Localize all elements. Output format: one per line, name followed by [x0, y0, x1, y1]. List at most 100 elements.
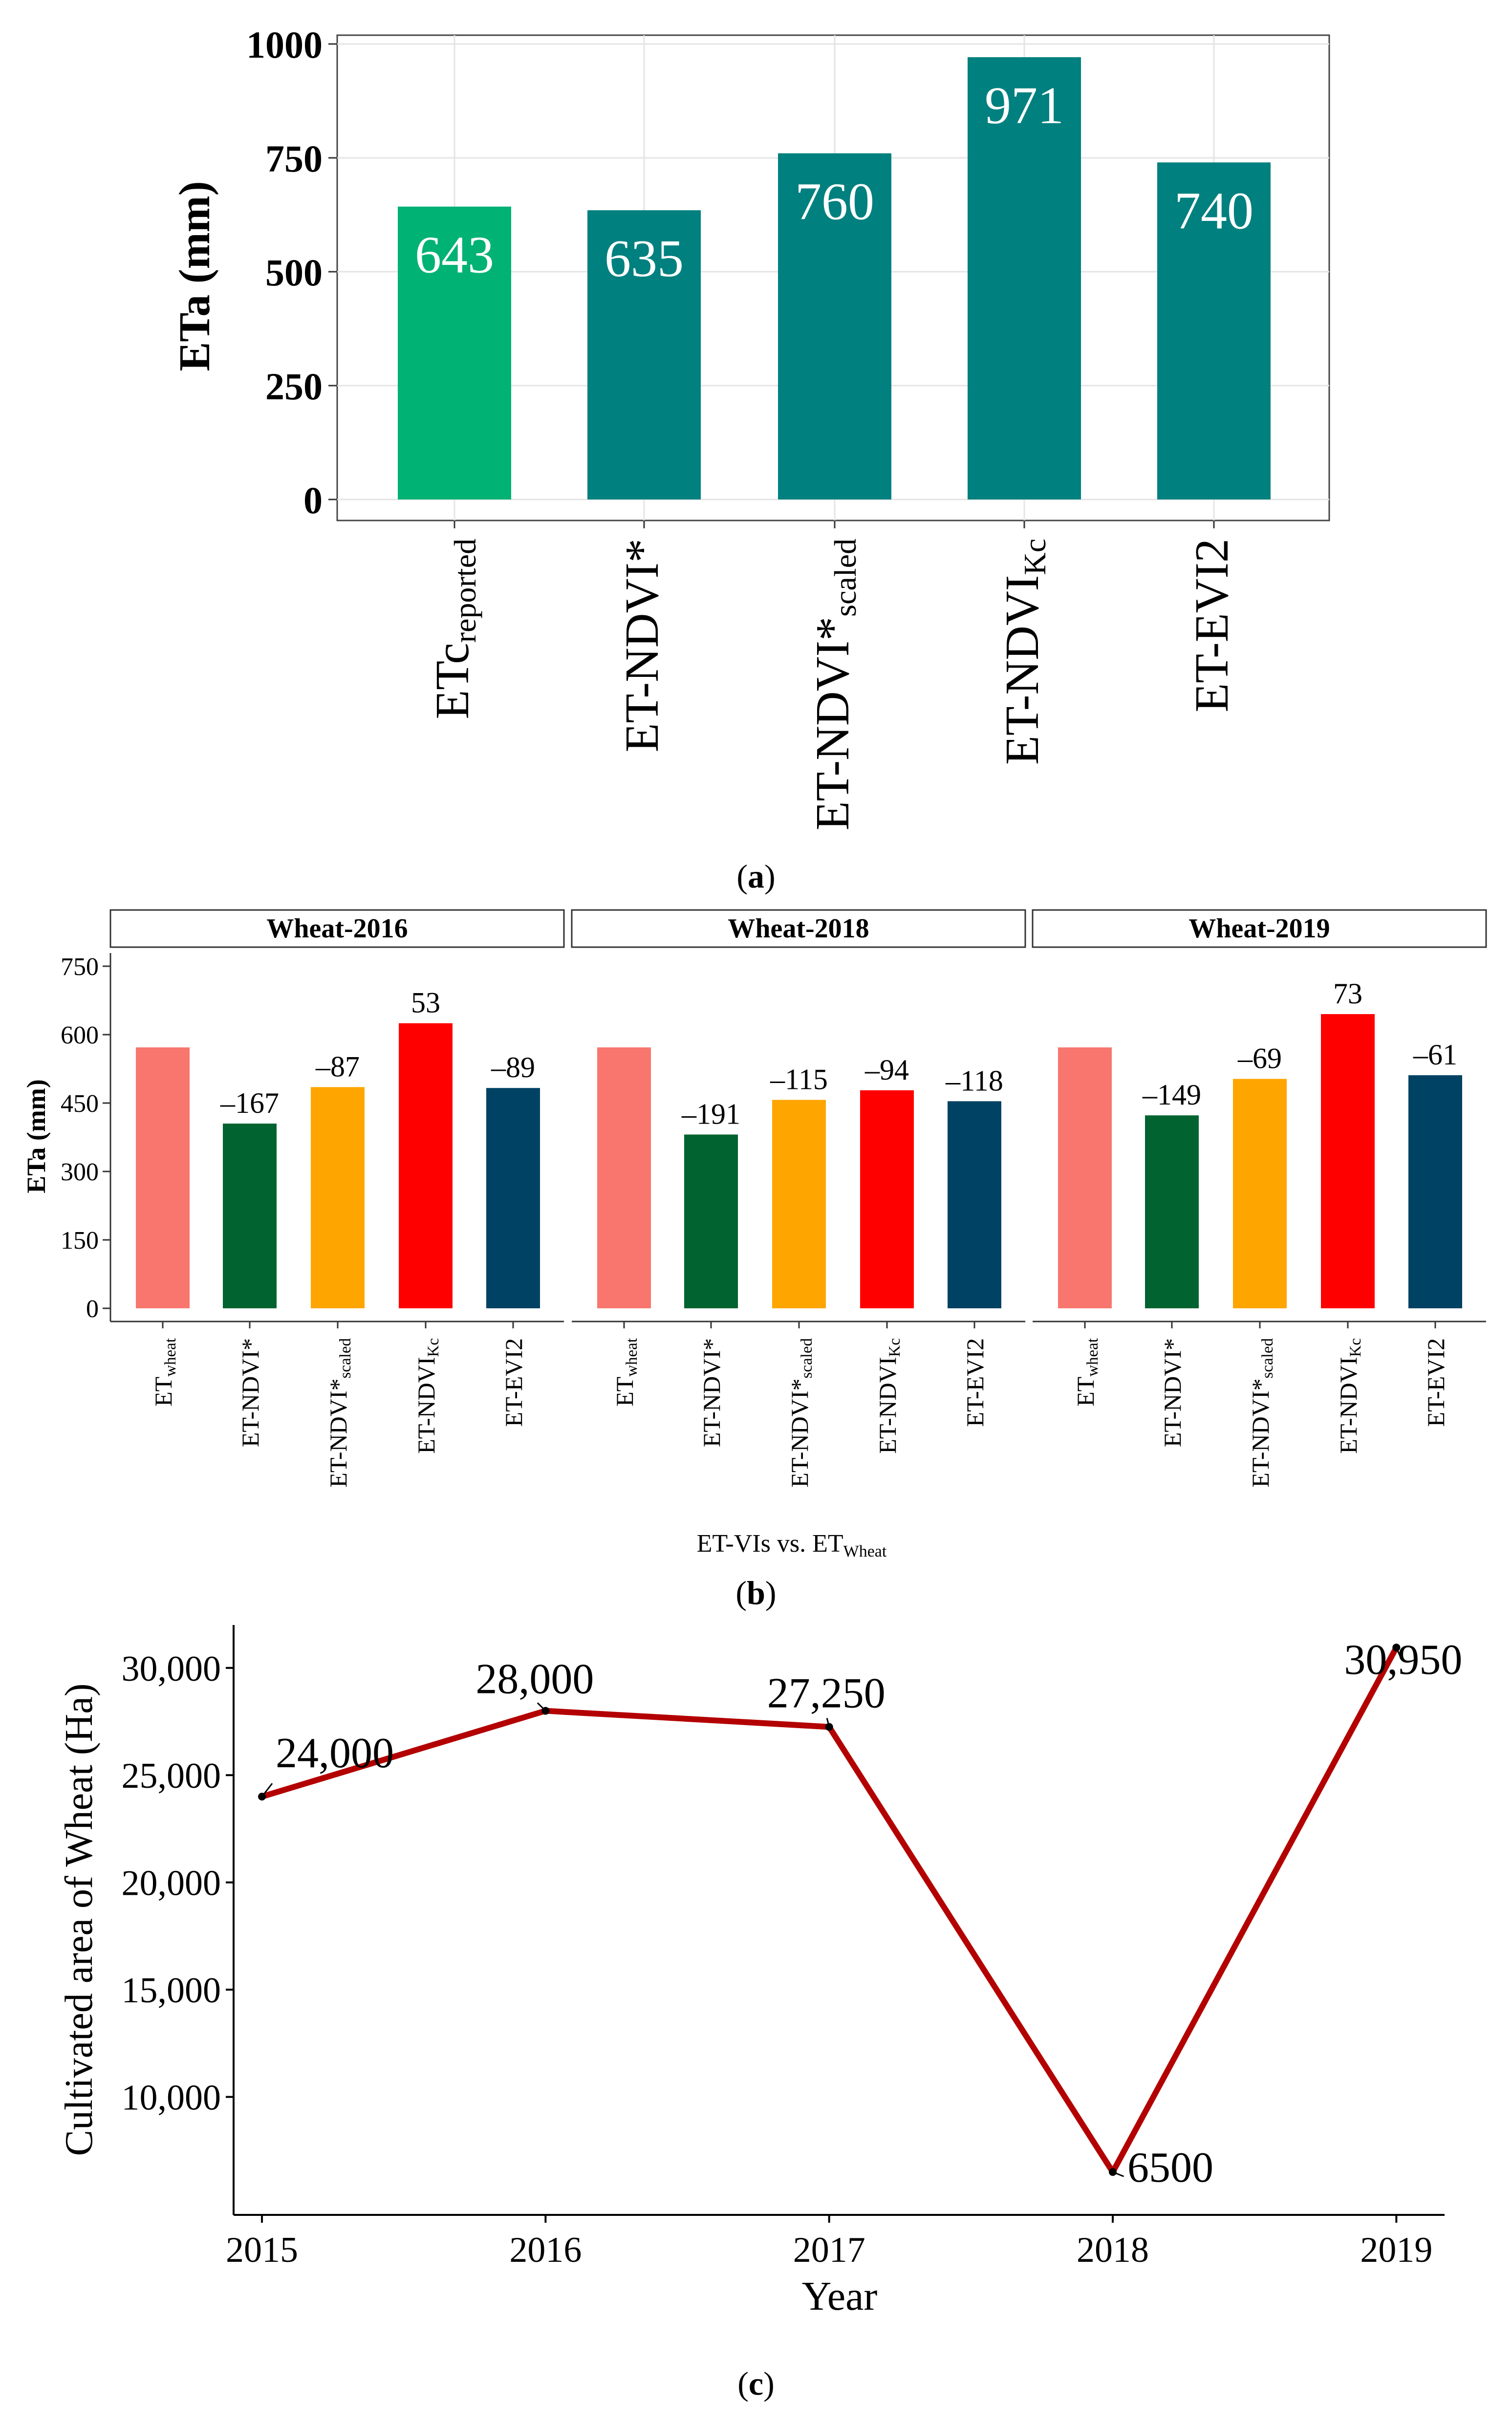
bar-2-3 [1321, 1014, 1375, 1308]
x-tick-label-0-3: ET-NDVIKc [412, 1338, 442, 1454]
facet-strip-0 [109, 909, 565, 948]
data-label-0: 24,000 [276, 1730, 394, 1777]
x-tick-label-0-2-sub: scaled [337, 1338, 354, 1379]
x-tick-label-0-3-sub: Kc [425, 1338, 442, 1357]
x-axis-title-sub: Wheat [843, 1542, 887, 1560]
y-tick-label: 750 [61, 953, 99, 981]
bar-1-3 [860, 1090, 914, 1308]
data-label-0-3: 53 [411, 987, 440, 1019]
x-tick-label-2-3-sub: Kc [1347, 1338, 1364, 1357]
x-tick-label-1-0-sub: wheat [623, 1338, 641, 1377]
panel-label-open: ( [736, 858, 748, 895]
x-tick-label: 2016 [509, 2230, 582, 2270]
bar-1-0 [597, 1047, 651, 1308]
y-axis-title: ETa (mm) [22, 1079, 51, 1193]
y-tick-label: 25,000 [122, 1756, 221, 1796]
y-axis-title: Cultivated area of Wheat (Ha) [58, 1684, 101, 2156]
y-tick-label: 600 [61, 1021, 99, 1049]
panel-label-a: (a) [736, 858, 775, 895]
bar-2-2 [1233, 1079, 1287, 1308]
y-tick-label: 30,000 [122, 1649, 221, 1689]
x-tick-label-2: ET-NDVI*scaled [806, 539, 863, 830]
x-tick-label-2-4-main: ET-EVI2 [1422, 1338, 1449, 1427]
data-label-2-4: –61 [1413, 1039, 1457, 1071]
x-tick-label-0-main: ETc [426, 643, 479, 719]
leader-line-3 [1112, 2171, 1124, 2177]
bar-2-1 [1145, 1115, 1199, 1308]
data-label-2-2: –69 [1237, 1042, 1282, 1075]
data-label-2-3: 73 [1333, 977, 1362, 1010]
bar-0-4 [486, 1088, 540, 1308]
bar-3 [968, 57, 1081, 499]
x-tick-label-1-3: ET-NDVIKc [874, 1338, 904, 1454]
facet-title-0: Wheat-2016 [266, 913, 408, 944]
panel-label-close: ) [765, 1574, 777, 1611]
panel-label-open: ( [735, 1574, 747, 1611]
panel-label-close: ) [764, 858, 776, 895]
x-tick-label: 2019 [1360, 2230, 1432, 2270]
x-tick-label-3: ET-NDVIKc [996, 539, 1052, 765]
bar-0-0 [136, 1047, 190, 1308]
x-tick-label-1-1-main: ET-NDVI* [698, 1338, 725, 1447]
y-tick-label: 300 [61, 1158, 99, 1186]
panel-label-c: (c) [737, 2365, 775, 2402]
data-label-0-1: –167 [220, 1087, 279, 1119]
bar-2 [778, 153, 891, 499]
x-tick-label-2-sub: scaled [828, 539, 863, 617]
y-tick-label: 0 [303, 479, 323, 521]
panel-label-letter: c [749, 2365, 763, 2402]
x-tick-label-0-0: ETwheat [150, 1338, 179, 1407]
x-tick-label-0-2-main: ET-NDVI* [324, 1378, 352, 1487]
x-tick-label-3-sub: Kc [1017, 539, 1052, 575]
x-tick-label-1-2-sub: scaled [798, 1338, 816, 1379]
data-label-0-4: –89 [491, 1051, 535, 1083]
data-label-1-2: –115 [770, 1063, 828, 1095]
y-tick-label: 150 [61, 1227, 99, 1255]
y-tick-label: 500 [265, 251, 323, 294]
data-label-4: 740 [1174, 182, 1253, 240]
y-tick-label: 250 [265, 365, 323, 408]
data-label-1-3: –94 [864, 1054, 909, 1086]
panel-label-letter: b [747, 1574, 765, 1611]
y-tick-label: 0 [86, 1295, 99, 1323]
x-axis-title: ET-VIs vs. ETWheat [697, 1530, 887, 1560]
x-tick-label-2-2-sub: scaled [1259, 1338, 1276, 1379]
data-label-4: 30,950 [1344, 1636, 1462, 1684]
plot-border [336, 34, 1330, 521]
panel-a: 0 250 500 750 1000 643 ETcreported 635 ET-NDVI* 7… [171, 23, 1330, 895]
panel-c: 10,000 15,000 20,000 25,000 30,000 2015 2016 20… [58, 1625, 1462, 2402]
bar-1-1 [684, 1134, 738, 1308]
data-label-1: 635 [605, 230, 684, 288]
x-tick-label-1-1: ET-NDVI* [698, 1338, 725, 1447]
data-label-1-4: –118 [945, 1064, 1003, 1097]
x-tick-label-0-3-main: ET-NDVI [412, 1357, 440, 1453]
y-tick-label: 15,000 [122, 1971, 221, 2011]
x-tick-label-0-0-main: ET [150, 1377, 177, 1407]
y-tick-label: 20,000 [122, 1864, 221, 1904]
data-label-0: 643 [415, 226, 494, 284]
x-tick-label-2-3: ET-NDVIKc [1335, 1338, 1364, 1454]
panel-label-open: ( [737, 2365, 749, 2402]
x-tick-label-0-4: ET-EVI2 [500, 1338, 527, 1427]
panel-label-close: ) [763, 2365, 775, 2402]
x-tick-label-1: ET-NDVI* [616, 539, 669, 752]
leader-line-0 [261, 1783, 273, 1798]
x-tick-label-4: ET-EVI2 [1186, 539, 1238, 713]
bar-0 [398, 206, 511, 499]
bar-0-2 [311, 1087, 365, 1308]
x-tick-label-1-3-main: ET-NDVI [874, 1357, 901, 1453]
x-tick-label-2-4: ET-EVI2 [1422, 1338, 1449, 1427]
leader-line-2 [826, 1718, 830, 1727]
x-tick-label-1-3-sub: Kc [886, 1338, 904, 1357]
x-tick-label-0-2: ET-NDVI*scaled [324, 1338, 354, 1488]
x-tick-label-2-0-sub: wheat [1084, 1338, 1102, 1377]
x-tick-label-1-2-main: ET-NDVI* [786, 1378, 813, 1487]
x-tick-label-2-1-main: ET-NDVI* [1159, 1338, 1186, 1447]
x-tick-label-1-main: ET-NDVI* [616, 539, 669, 752]
x-tick-label-1-4-main: ET-EVI2 [961, 1338, 989, 1427]
x-tick-label: 2017 [793, 2230, 865, 2270]
facet-strip-1 [571, 909, 1026, 948]
x-tick-label-1-4: ET-EVI2 [961, 1338, 989, 1427]
